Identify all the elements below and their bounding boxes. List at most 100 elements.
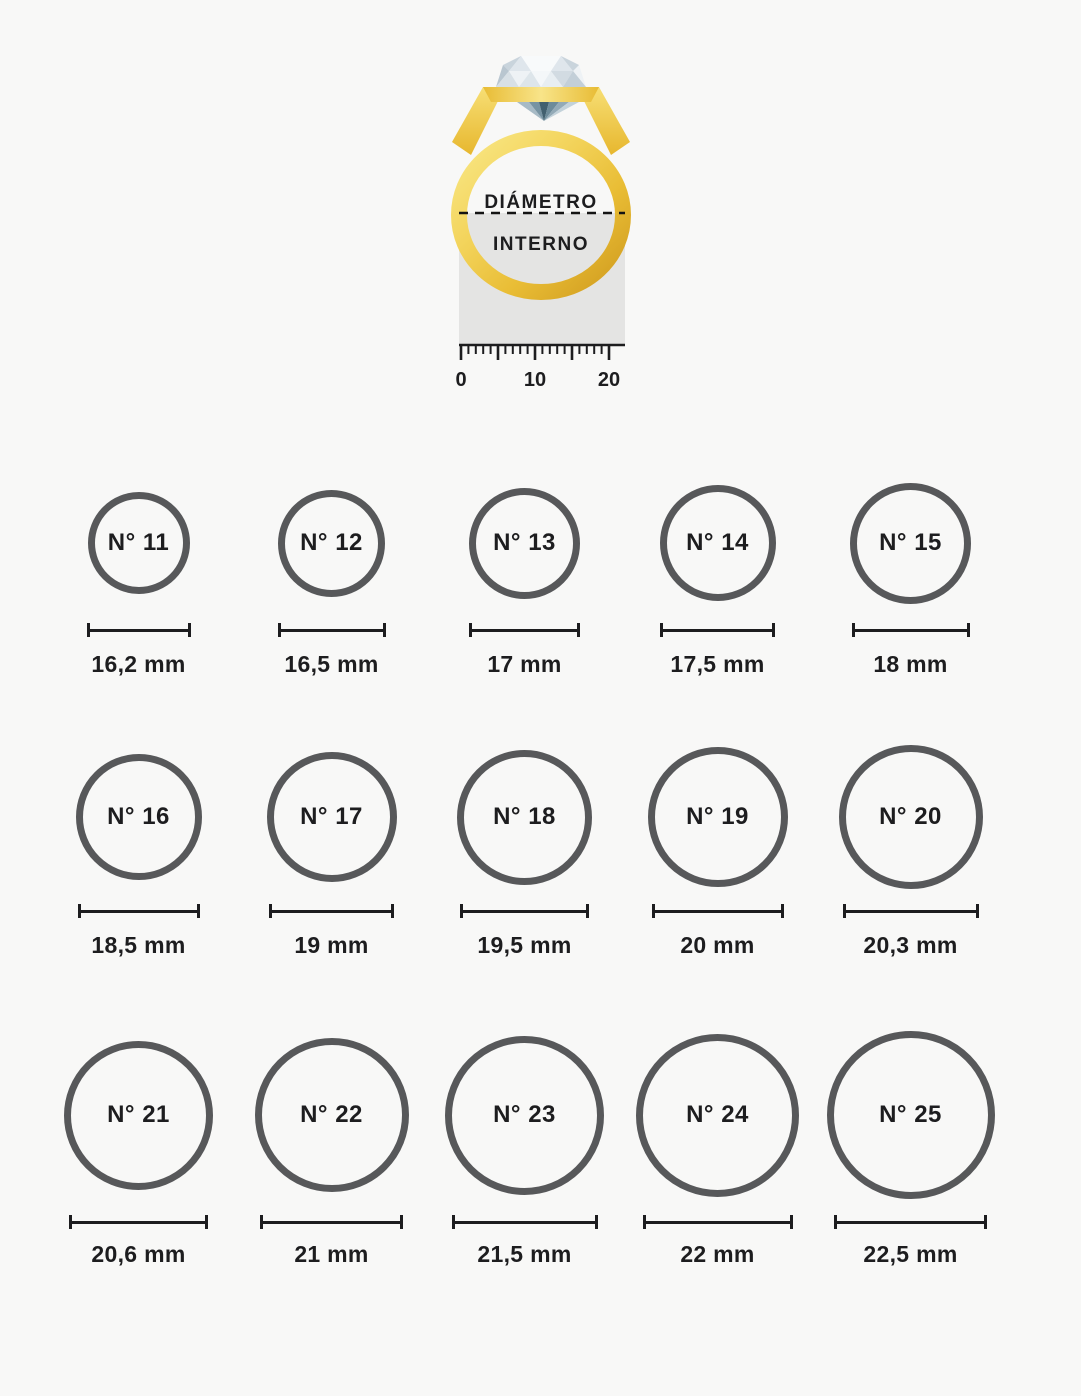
- diameter-measure-line: [834, 1215, 987, 1229]
- ring-size-item: N° 18 19,5 mm: [428, 744, 621, 959]
- ring-size-circle-box: N° 16: [75, 744, 202, 890]
- ring-size-item: N° 23 21,5 mm: [428, 1030, 621, 1268]
- diameter-measure-line-bar: [80, 909, 197, 913]
- ring-size-item: N° 16 18,5 mm: [42, 744, 235, 959]
- ring-size-circle: N° 18: [457, 749, 592, 885]
- ring-size-circle: N° 17: [266, 752, 397, 882]
- ring-size-item: N° 24 22 mm: [621, 1030, 814, 1268]
- diamond-crown-icon: [495, 56, 586, 87]
- ring-size-circle: N° 23: [445, 1035, 604, 1195]
- diameter-value: 19 mm: [294, 932, 369, 958]
- sizes-row: N° 21 20,6 mm N° 22 21 mm N° 23 21,5 mm: [42, 1030, 1007, 1268]
- diameter-value: 20,3 mm: [863, 932, 958, 958]
- diameter-measure-line: [460, 904, 589, 918]
- ring-size-label: N° 25: [879, 1101, 942, 1128]
- ring-size-circle: N° 13: [469, 487, 580, 599]
- ring-size-label: N° 19: [686, 803, 749, 830]
- ring-size-circle-box: N° 22: [254, 1030, 409, 1200]
- ring-size-circle: N° 20: [838, 745, 983, 889]
- diameter-measure-line-bar: [663, 628, 772, 632]
- ring-size-label: N° 17: [300, 803, 363, 830]
- diameter-measure-line: [86, 623, 191, 637]
- ruler: 0 10 20: [455, 343, 625, 391]
- diameter-value: 16,5 mm: [284, 651, 379, 677]
- ring-size-item: N° 13 17 mm: [428, 481, 621, 678]
- diameter-measure-line: [842, 904, 979, 918]
- diameter-value: 18,5 mm: [91, 932, 186, 958]
- ring-size-label: N° 14: [686, 529, 749, 556]
- diameter-measure-line: [269, 904, 394, 918]
- diameter-measure-line-bar: [654, 909, 781, 913]
- diameter-measure-line: [469, 623, 580, 637]
- diameter-measure-line-bar: [89, 628, 188, 632]
- ring-size-label: N° 11: [107, 529, 170, 556]
- ring-size-label: N° 23: [493, 1101, 556, 1128]
- diameter-measure-line-bar: [854, 628, 967, 632]
- diameter-measure-line-bar: [837, 1220, 984, 1224]
- ring-size-circle-box: N° 20: [838, 744, 983, 890]
- diameter-value: 18 mm: [873, 651, 948, 677]
- ring-size-circle-box: N° 15: [850, 481, 971, 605]
- ring-size-circle: N° 12: [278, 489, 385, 597]
- sizes-row: N° 16 18,5 mm N° 17 19 mm N° 18 19,5 mm: [42, 744, 1007, 959]
- diamond-pavilion-icon: [516, 102, 579, 121]
- ring-size-circle: N° 22: [254, 1038, 409, 1192]
- diameter-measure-line: [260, 1215, 403, 1229]
- diameter-value: 17,5 mm: [670, 651, 765, 677]
- ring-size-circle: N° 25: [826, 1031, 995, 1199]
- ruler-label-10: 10: [523, 369, 545, 391]
- ring-size-label: N° 13: [493, 529, 556, 556]
- ring-size-circle-box: N° 21: [64, 1030, 213, 1200]
- diameter-measure-line-bar: [272, 909, 391, 913]
- diameter-measure-line: [77, 904, 200, 918]
- diameter-value: 20,6 mm: [91, 1241, 186, 1267]
- ring-size-item: N° 25 22,5 mm: [814, 1030, 1007, 1268]
- diameter-measure-line: [851, 623, 970, 637]
- ring-size-label: N° 21: [107, 1101, 170, 1128]
- ring-size-circle: N° 15: [850, 482, 971, 604]
- sizes-row: N° 11 16,2 mm N° 12 16,5 mm N° 13 17 mm: [42, 481, 1007, 678]
- diameter-measure-line-bar: [463, 909, 586, 913]
- ring-size-circle: N° 19: [647, 747, 788, 887]
- diameter-measure-line: [651, 904, 784, 918]
- ring-size-item: N° 20 20,3 mm: [814, 744, 1007, 959]
- ruler-label-0: 0: [455, 369, 466, 391]
- sizes-grid: N° 11 16,2 mm N° 12 16,5 mm N° 13 17 mm: [42, 481, 1007, 1268]
- diameter-measure-line: [660, 623, 775, 637]
- diameter-measure-line-bar: [645, 1220, 790, 1224]
- ring-size-circle-box: N° 12: [278, 481, 385, 605]
- ring-size-label: N° 22: [300, 1101, 363, 1128]
- ring-size-item: N° 21 20,6 mm: [42, 1030, 235, 1268]
- ring-size-label: N° 20: [879, 803, 942, 830]
- ring-size-circle: N° 11: [87, 492, 190, 594]
- ring-band: [450, 130, 631, 300]
- ring-platform: [482, 87, 599, 102]
- ring-diameter-figure: DIÁMETRO INTERNO 0 10 20: [431, 45, 651, 405]
- ring-size-circle-box: N° 11: [87, 481, 190, 605]
- ring-head: [451, 87, 630, 155]
- ring-size-item: N° 17 19 mm: [235, 744, 428, 959]
- ring-right-prong: [576, 87, 630, 155]
- diameter-value: 22 mm: [680, 1241, 755, 1267]
- diameter-measure-line: [277, 623, 386, 637]
- diameter-value: 17 mm: [487, 651, 562, 677]
- ring-size-label: N° 16: [107, 803, 170, 830]
- diameter-value: 19,5 mm: [477, 932, 572, 958]
- ring-size-circle-box: N° 19: [647, 744, 788, 890]
- diameter-measure-line-bar: [845, 909, 976, 913]
- diameter-measure-line-bar: [72, 1220, 205, 1224]
- ring-size-item: N° 14 17,5 mm: [621, 481, 814, 678]
- diameter-value: 20 mm: [680, 932, 755, 958]
- ring-size-item: N° 19 20 mm: [621, 744, 814, 959]
- ring-size-circle-box: N° 17: [266, 744, 397, 890]
- diameter-measure-line: [69, 1215, 208, 1229]
- ring-size-circle-box: N° 24: [636, 1030, 799, 1200]
- ring-size-circle: N° 16: [75, 754, 202, 880]
- ring-left-prong: [451, 87, 505, 155]
- diameter-measure-line: [451, 1215, 598, 1229]
- ring-size-item: N° 22 21 mm: [235, 1030, 428, 1268]
- diameter-value: 16,2 mm: [91, 651, 186, 677]
- ruler-label-20: 20: [597, 369, 619, 391]
- ring-size-circle-box: N° 25: [826, 1030, 995, 1200]
- diameter-measure-line-bar: [280, 628, 383, 632]
